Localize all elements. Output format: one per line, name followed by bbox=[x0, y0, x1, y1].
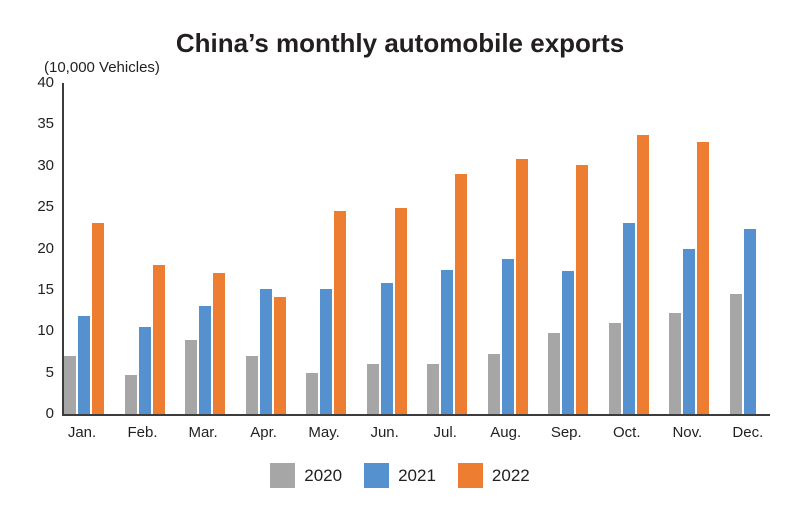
bar-groups bbox=[64, 83, 770, 414]
bar-2021-Sep bbox=[562, 270, 575, 414]
plot-area bbox=[62, 83, 770, 416]
y-tick-label-5: 5 bbox=[45, 363, 54, 381]
bar-2020-Mar bbox=[185, 339, 198, 414]
bar-2022-Jul bbox=[455, 174, 468, 414]
bar-2022-Apr bbox=[273, 297, 286, 414]
y-tick-label-10: 10 bbox=[37, 322, 54, 340]
bar-2021-Nov bbox=[683, 248, 696, 414]
x-axis-label-Mar: Mar. bbox=[188, 424, 218, 441]
bar-2021-Jun bbox=[380, 283, 393, 414]
bar-group-Jul bbox=[427, 83, 468, 414]
bar-2021-Jul bbox=[441, 270, 454, 414]
bar-2021-Oct bbox=[622, 222, 635, 414]
legend: 2020 2021 2022 bbox=[0, 463, 800, 488]
bar-2022-Nov bbox=[697, 141, 710, 414]
x-axis-label-Oct: Oct. bbox=[613, 424, 641, 441]
y-tick-label-25: 25 bbox=[37, 198, 54, 216]
x-axis-label-Sep: Sep. bbox=[550, 424, 582, 441]
bar-2022-Jun bbox=[394, 207, 407, 414]
bar-2022-Mar bbox=[213, 273, 226, 414]
bar-2021-Apr bbox=[259, 289, 272, 414]
bar-2022-May bbox=[334, 211, 347, 414]
bar-2020-Nov bbox=[669, 313, 682, 414]
bar-group-May bbox=[306, 83, 347, 414]
x-axis-label-Dec: Dec. bbox=[732, 424, 764, 441]
bar-group-Oct bbox=[608, 83, 649, 414]
bar-group-Apr bbox=[245, 83, 286, 414]
bar-2020-Feb bbox=[124, 375, 137, 414]
bar-2022-Aug bbox=[515, 159, 528, 414]
bar-2022-Sep bbox=[576, 164, 589, 414]
legend-swatch-2022 bbox=[457, 463, 483, 488]
bar-group-Nov bbox=[669, 83, 710, 414]
x-axis-label-Feb: Feb. bbox=[127, 424, 158, 441]
y-tick-label-15: 15 bbox=[37, 280, 54, 298]
bar-group-Jan bbox=[64, 83, 104, 414]
x-axis-label-Apr: Apr. bbox=[250, 424, 277, 441]
legend-label-2020: 2020 bbox=[304, 465, 343, 485]
x-axis-label-May: May. bbox=[308, 424, 340, 441]
y-tick-label-30: 30 bbox=[37, 156, 54, 174]
x-axis-label-Jun: Jun. bbox=[370, 424, 399, 441]
y-axis-units-label: (10,000 Vehicles) bbox=[44, 59, 160, 76]
y-axis-tick-labels: 0 5 10 15 20 25 30 35 40 bbox=[14, 75, 54, 422]
legend-item-2020: 2020 bbox=[270, 463, 342, 488]
legend-swatch-2021 bbox=[364, 463, 390, 488]
bar-2022-Oct bbox=[636, 135, 649, 414]
bar-2020-Jul bbox=[427, 363, 440, 414]
bar-2020-Sep bbox=[548, 332, 561, 414]
bar-2021-Feb bbox=[138, 327, 151, 414]
y-tick-label-0: 0 bbox=[45, 405, 54, 422]
bar-2021-May bbox=[320, 289, 333, 414]
bar-group-Mar bbox=[185, 83, 226, 414]
bar-2022-Feb bbox=[152, 265, 165, 414]
bar-2020-Jun bbox=[366, 363, 379, 414]
bar-2021-Mar bbox=[199, 305, 212, 414]
bar-group-Aug bbox=[487, 83, 528, 414]
bar-2022-Jan bbox=[92, 222, 104, 414]
bar-2020-Apr bbox=[245, 356, 258, 414]
bar-2020-May bbox=[306, 372, 319, 414]
bar-group-Jun bbox=[366, 83, 407, 414]
legend-item-2021: 2021 bbox=[364, 463, 436, 488]
bar-2021-Aug bbox=[501, 259, 514, 414]
legend-swatch-2020 bbox=[270, 463, 296, 488]
chart-title: China’s monthly automobile exports bbox=[175, 28, 625, 58]
legend-label-2021: 2021 bbox=[398, 465, 436, 485]
y-tick-label-20: 20 bbox=[37, 239, 54, 257]
x-axis-label-Jan: Jan. bbox=[67, 424, 97, 441]
y-tick-label-35: 35 bbox=[37, 115, 54, 133]
x-axis-label-Jul: Jul. bbox=[433, 424, 457, 441]
y-tick-label-40: 40 bbox=[37, 74, 54, 91]
bar-2020-Aug bbox=[487, 354, 500, 414]
bar-2021-Dec bbox=[743, 229, 756, 414]
bar-2020-Dec bbox=[729, 294, 742, 414]
bar-group-Feb bbox=[124, 83, 165, 414]
x-axis-label-Nov: Nov. bbox=[672, 424, 703, 441]
bar-2020-Oct bbox=[608, 322, 621, 414]
legend-item-2022: 2022 bbox=[457, 463, 530, 488]
bar-group-Sep bbox=[548, 83, 589, 414]
bar-2020-Jan bbox=[64, 356, 76, 414]
x-axis-label-Aug: Aug. bbox=[490, 424, 522, 441]
bar-2021-Jan bbox=[78, 315, 90, 414]
legend-label-2022: 2022 bbox=[491, 465, 530, 485]
bar-group-Dec bbox=[729, 83, 770, 414]
x-axis-labels: Jan. Feb. Mar. Apr. May. Jun. Jul. Aug. Sep. Oct.… bbox=[62, 424, 768, 441]
